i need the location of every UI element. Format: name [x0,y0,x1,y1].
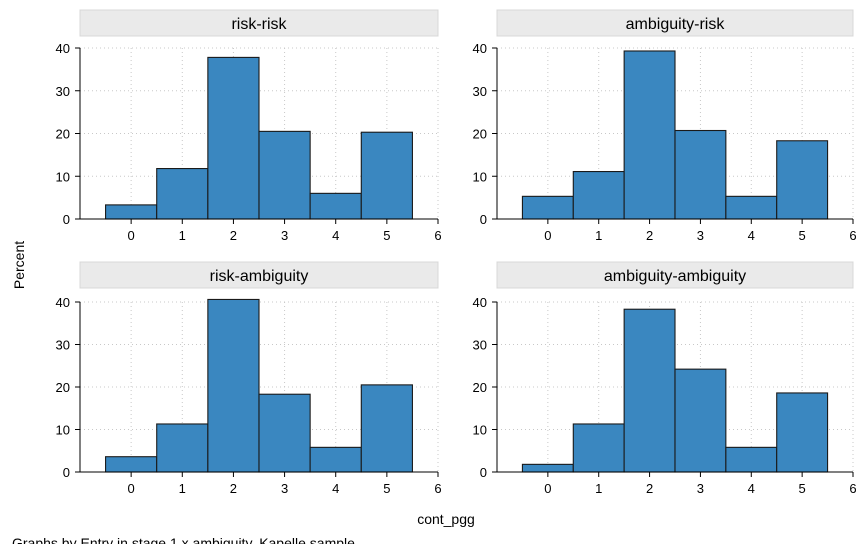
x-tick-label: 0 [128,481,135,496]
histogram-bar [623,50,676,220]
y-tick-label: 20 [56,127,70,142]
histogram-bar [360,384,413,473]
panel-title-strip [496,9,854,37]
y-tick-label: 40 [473,295,487,310]
y-axis-label: Percent [11,241,27,289]
panel-3: ambiguity-ambiguity 0 10 20 30 40 0 1 2 3 4 5 6 [473,261,856,496]
x-tick-label: 3 [281,481,288,496]
y-tick-label: 10 [56,423,70,438]
y-tick-label: 10 [473,169,487,184]
x-tick-label: 2 [646,228,653,243]
x-tick-label: 2 [230,481,237,496]
histogram-bar [572,170,625,220]
y-tick-label: 30 [473,338,487,353]
y-tick-label: 0 [480,465,487,480]
x-tick-label: 5 [383,481,390,496]
y-tick-label: 30 [56,338,70,353]
y-tick-label: 40 [56,295,70,310]
y-tick-label: 10 [56,169,70,184]
x-tick-label: 3 [281,228,288,243]
x-tick-label: 5 [799,228,806,243]
panel-title: risk-ambiguity [210,268,309,285]
panel-1: ambiguity-risk 0 10 20 30 40 0 1 2 3 4 5 6 [473,9,856,243]
histogram-bar [105,456,158,473]
x-tick-label: 2 [646,481,653,496]
x-tick-label: 1 [179,481,186,496]
panel-title-strip [79,9,439,37]
x-tick-label: 3 [697,481,704,496]
y-tick-label: 10 [473,423,487,438]
x-tick-label: 0 [544,228,551,243]
x-tick-label: 6 [434,228,441,243]
x-tick-label: 3 [697,228,704,243]
x-tick-label: 6 [849,481,856,496]
histogram-bar [521,195,574,220]
y-tick-label: 0 [63,212,70,227]
x-tick-label: 2 [230,228,237,243]
histogram-bar [776,140,829,220]
histogram-bar [725,446,778,473]
histogram-bar [572,423,625,473]
y-tick-label: 0 [63,465,70,480]
histogram-bar [521,463,574,473]
x-tick-label: 5 [799,481,806,496]
figure-note: Graphs by Entry in stage 1 x ambiguity, … [12,535,355,544]
y-tick-label: 40 [473,41,487,56]
panel-0: risk-risk 0 10 20 30 40 0 1 2 3 4 5 6 [56,9,442,243]
x-tick-label: 6 [434,481,441,496]
x-tick-label: 4 [748,228,755,243]
x-tick-label: 1 [595,228,602,243]
histogram-bar [156,168,209,220]
panel-title-strip [496,261,854,289]
histogram-bar [674,129,727,220]
y-tick-label: 30 [56,84,70,99]
y-tick-label: 30 [473,84,487,99]
panel-title-strip [79,261,439,289]
histogram-bar [360,131,413,220]
panel-title: ambiguity-ambiguity [604,268,746,285]
panel-title: risk-risk [231,16,287,33]
x-tick-label: 6 [849,228,856,243]
x-tick-label: 5 [383,228,390,243]
histogram-bar [156,423,209,473]
y-tick-label: 20 [473,380,487,395]
x-tick-label: 0 [544,481,551,496]
x-tick-label: 4 [748,481,755,496]
histogram-bar [258,393,311,473]
y-tick-label: 20 [56,380,70,395]
histogram-bar [309,192,362,220]
histogram-bar [776,392,829,473]
y-tick-label: 20 [473,127,487,142]
histogram-bar [623,308,676,473]
histogram-bar [725,195,778,220]
x-axis-label: cont_pgg [417,511,475,527]
histogram-bar [207,298,260,473]
x-tick-label: 4 [332,228,339,243]
histogram-bar [258,130,311,220]
panel-title: ambiguity-risk [626,16,726,33]
x-tick-label: 0 [128,228,135,243]
histogram-bar [674,368,727,473]
histogram-bar [105,204,158,220]
histogram-bar [309,446,362,473]
panel-2: risk-ambiguity 0 10 20 30 40 0 1 2 3 4 5 6 [56,261,442,496]
histogram-bar [207,56,260,220]
x-tick-label: 1 [595,481,602,496]
x-tick-label: 1 [179,228,186,243]
y-tick-label: 40 [56,41,70,56]
y-tick-label: 0 [480,212,487,227]
x-tick-label: 4 [332,481,339,496]
